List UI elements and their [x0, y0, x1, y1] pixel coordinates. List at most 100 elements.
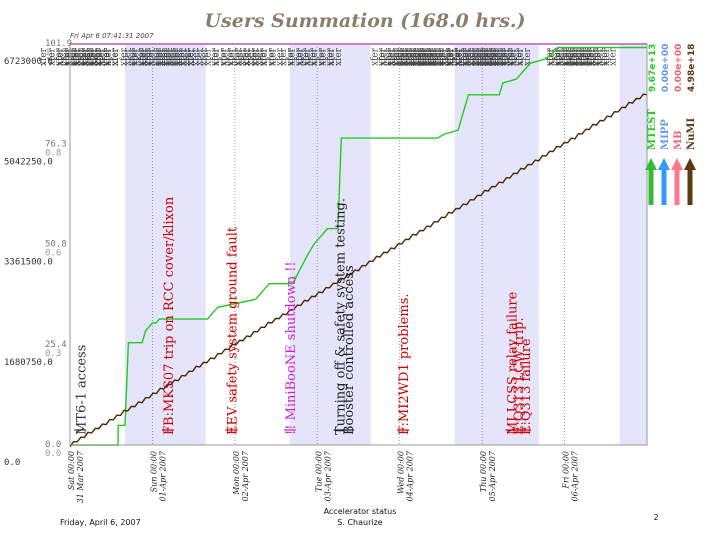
xfer-marker: xferxferxferxferxferxfer	[480, 47, 533, 66]
xfer-label: xfer	[68, 47, 78, 66]
xfer-label: xfer	[452, 47, 462, 66]
xfer-marker: xferxferxferxferxferxfer	[85, 47, 138, 66]
xfer-label: xfer	[111, 47, 121, 66]
x-axis-ticks: Sat 00:0031 Mar 2007 Sun 00:0001-Apr 2007…	[67, 450, 580, 503]
xfer-label: xfer	[138, 47, 148, 66]
xfer-label: xfer	[317, 47, 327, 66]
xfer-label: xfer	[391, 47, 401, 66]
xfer-label: xfer	[221, 47, 231, 66]
xfer-label: xfer	[573, 47, 583, 66]
xfer-label: xfer	[446, 47, 456, 66]
x-tick-line: Tue 00:00	[314, 451, 323, 492]
xfer-label: xfer	[403, 47, 413, 66]
xfer-label: xfer	[398, 47, 408, 66]
xfer-label: xfer	[80, 47, 90, 66]
xfer-label: xfer	[415, 47, 425, 66]
xfer-label: xfer	[467, 47, 477, 66]
xfer-label: xfer	[463, 47, 473, 66]
xfer-label: xfer	[155, 47, 165, 66]
xfer-label: xfer	[157, 47, 167, 66]
x-tick-line: Sat 00:00	[67, 451, 76, 490]
xfer-label: xfer	[164, 47, 174, 66]
xfer-label: xfer	[102, 47, 112, 66]
legend-count: 0.00e+00	[674, 44, 684, 92]
xfer-label: xfer	[73, 47, 83, 66]
x-tick-line: Mon 00:00	[232, 451, 241, 496]
xfer-label: xfer	[422, 47, 432, 66]
xfer-label: xfer	[420, 47, 430, 66]
xfer-label: xfer	[487, 47, 497, 66]
xfer-marker: xferxferxferxferxferxfer	[418, 47, 471, 66]
xfer-marker: xferxferxferxfer	[308, 47, 344, 66]
xfer-label: xfer	[56, 47, 66, 66]
xfer-label: xfer	[183, 47, 193, 66]
xfer-label: xfer	[468, 47, 478, 66]
xfer-label: xfer	[578, 47, 588, 66]
xfer-label: xfer	[191, 47, 201, 66]
x-tick-line: 04-Apr 2007	[406, 450, 415, 501]
xfer-label: xfer	[480, 47, 490, 66]
xfer-label: xfer	[439, 47, 449, 66]
xfer-label: xfer	[586, 47, 596, 66]
xfer-label: xfer	[102, 47, 112, 66]
xfer-label: xfer	[119, 47, 129, 66]
xfer-label: xfer	[39, 47, 49, 66]
xfer-label: xfer	[461, 47, 471, 66]
xfer-label: xfer	[212, 47, 222, 66]
legend: MTEST 9.67e+13 MIPP 0.00e+00 MB 0.00e+00 NuMI 4…	[645, 44, 697, 205]
footer-title: Accelerator status	[324, 507, 397, 516]
x-tick-line: 02-Apr 2007	[241, 450, 250, 501]
xfer-label: xfer	[564, 47, 574, 66]
y-tick-label-right-scale: 5042250.0	[4, 157, 53, 167]
xfer-marker: xferxferxfer	[210, 47, 237, 66]
xfer-label: xfer	[416, 47, 426, 66]
xfer-marker: xferxferxferxferxfer	[547, 47, 591, 66]
xfer-label: xfer	[566, 47, 576, 66]
y-tick-label-left-scale: 76.3	[45, 139, 67, 149]
xfer-label: xfer	[387, 47, 397, 66]
xfer-label: xfer	[162, 47, 172, 66]
xfer-marker: xferxferxferxferxferxfer	[552, 47, 605, 66]
xfer-label: xfer	[461, 47, 471, 66]
xfer-label: xfer	[250, 47, 260, 66]
xfer-marker: xferxferxferxferxferxfer	[137, 47, 190, 66]
xfer-label: xfer	[482, 47, 492, 66]
y-axes: 6723000.0 101.91.1 5042250.0 76.30.8 3361500…	[4, 39, 72, 468]
xfer-label: xfer	[523, 47, 533, 66]
x-tick-label: Mon 00:0002-Apr 2007	[232, 450, 250, 501]
xfer-label: xfer	[429, 47, 439, 66]
xfer-label: xfer	[585, 47, 595, 66]
series-line-numi	[69, 93, 648, 448]
xfer-label: xfer	[296, 47, 306, 66]
xfer-label: xfer	[252, 47, 262, 66]
xfer-label: xfer	[561, 47, 571, 66]
xfer-label: xfer	[411, 47, 421, 66]
y-tick-label-right-scale: 0.0	[4, 458, 20, 468]
annotation-label: EEV safety system ground fault	[225, 226, 240, 435]
xfer-label: xfer	[178, 47, 188, 66]
x-tick-line: Wed 00:00	[397, 451, 406, 494]
legend-label: MB	[673, 130, 684, 150]
xfer-label: xfer	[238, 47, 248, 66]
xfer-label: xfer	[440, 47, 450, 66]
xfer-label: xfer	[130, 47, 140, 66]
xfer-marker: xferxferxferxferxferxfer	[546, 47, 599, 66]
xfer-marker: xferxferxferxferxferxfer	[412, 47, 465, 66]
annotation-label: E:Q313 LCW trip.	[512, 317, 527, 435]
y-tick-label-mipp-scale: 1.1	[45, 48, 61, 58]
xfer-label: xfer	[602, 47, 612, 66]
xfer-marker: xferxferxferxferxferxfer	[566, 47, 619, 66]
xfer-label: xfer	[406, 47, 416, 66]
x-tick-label: Wed 00:0004-Apr 2007	[397, 450, 415, 501]
xfer-label: xfer	[559, 47, 569, 66]
xfer-label: xfer	[70, 47, 80, 66]
xfer-label: xfer	[302, 47, 312, 66]
xfer-label: xfer	[420, 47, 430, 66]
xfer-label: xfer	[147, 47, 157, 66]
xfer-label: xfer	[413, 47, 423, 66]
x-tick-label: Fri 00:0006-Apr 2007	[562, 450, 580, 501]
x-tick-label: Sat 00:0031 Mar 2007	[67, 450, 85, 503]
xfer-label: xfer	[412, 47, 422, 66]
xfer-label: xfer	[286, 47, 296, 66]
xfer-label: xfer	[379, 47, 389, 66]
